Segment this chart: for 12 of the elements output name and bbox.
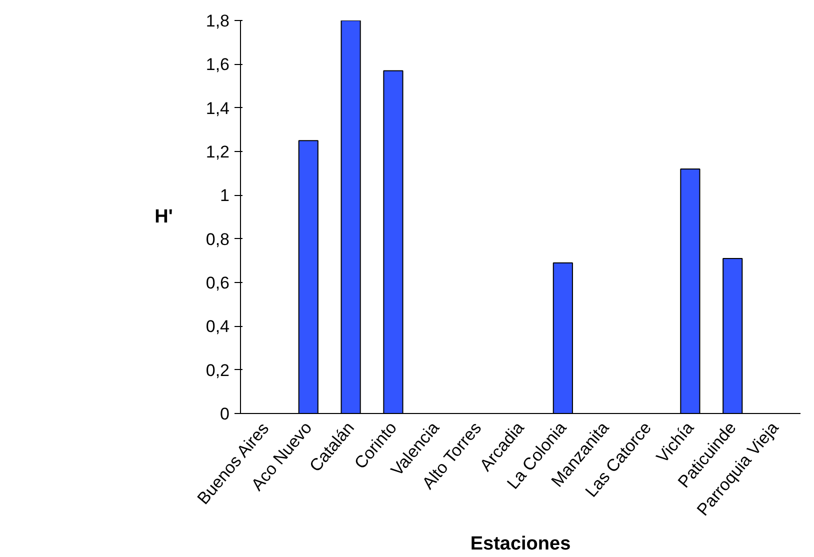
y-axis-title: H' [154, 206, 173, 228]
y-tick-label: 1,6 [206, 55, 230, 74]
y-tick-label: 0 [220, 404, 230, 424]
y-tick-label: 0,6 [206, 274, 230, 292]
x-axis-title: Estaciones [470, 534, 571, 555]
y-tick-label: 1,8 [206, 12, 230, 30]
y-tick-label: 0,4 [206, 317, 230, 336]
y-tick-label: 1,4 [206, 98, 230, 118]
y-tick-label: 1,2 [206, 142, 230, 162]
y-tick-label: 0,8 [206, 230, 230, 249]
y-tick-label: 1 [220, 186, 230, 206]
y-tick-label: 0,2 [206, 360, 230, 380]
